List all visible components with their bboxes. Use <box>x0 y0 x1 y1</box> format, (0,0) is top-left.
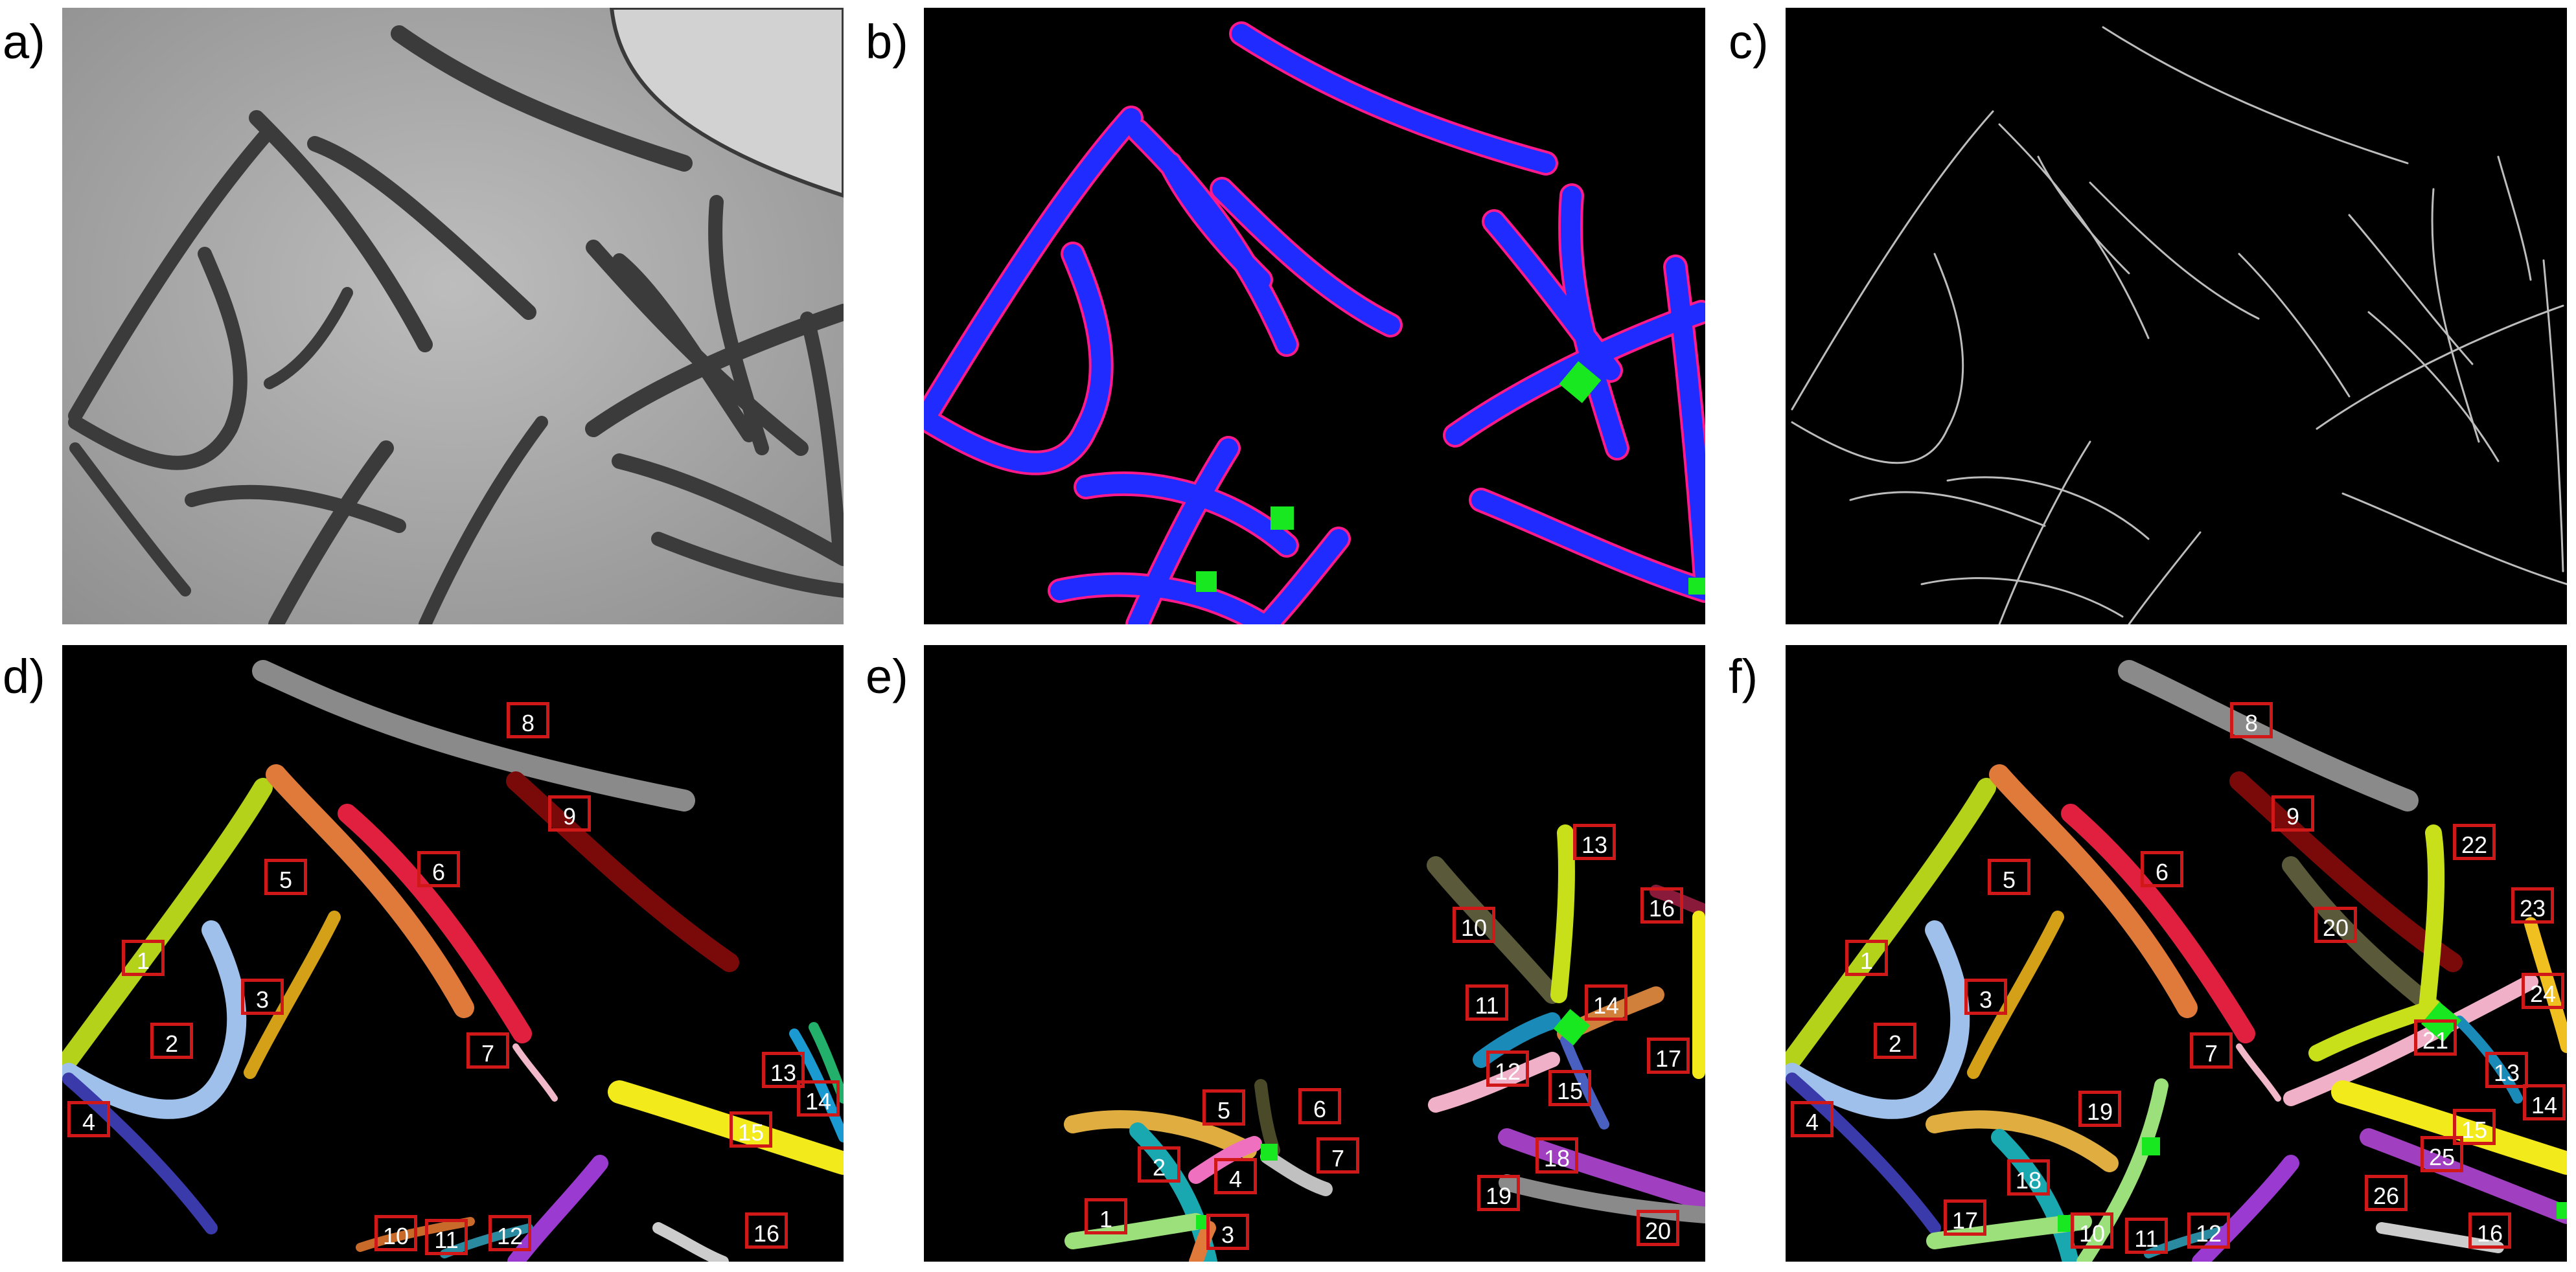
worm-label: 12 <box>2187 1212 2230 1249</box>
panel-f-final-instances: 1 2 3 4 5 6 7 8 9 10 11 12 13 14 15 16 1… <box>1786 645 2567 1262</box>
skeleton-lines <box>1786 8 2567 624</box>
worm-label: 9 <box>548 795 591 832</box>
worm-label: 21 <box>2414 1019 2457 1056</box>
worm-label: 10 <box>1453 907 1495 943</box>
instance-worms-e <box>924 645 1705 1262</box>
worm-label: 18 <box>2007 1159 2050 1196</box>
worm-label: 17 <box>1647 1038 1690 1074</box>
worm-label: 8 <box>2230 702 2273 738</box>
worm-label: 11 <box>425 1219 468 1255</box>
worm-label: 5 <box>264 859 307 895</box>
worm-label: 15 <box>1548 1070 1591 1106</box>
worm-label: 16 <box>2468 1212 2511 1249</box>
worm-label: 6 <box>1298 1088 1341 1124</box>
worm-label: 4 <box>1214 1158 1257 1194</box>
worm-label: 19 <box>1477 1175 1520 1211</box>
worm-label: 7 <box>2190 1032 2233 1069</box>
panel-c-skeleton <box>1786 8 2567 624</box>
worm-label: 16 <box>745 1212 788 1249</box>
worm-label: 7 <box>1317 1137 1359 1174</box>
worm-label: 12 <box>1486 1051 1529 1087</box>
worm-label: 16 <box>1640 887 1683 924</box>
worm-label: 3 <box>1964 979 2007 1015</box>
worm-label: 14 <box>797 1080 840 1117</box>
worm-label: 8 <box>507 702 549 738</box>
worm-label: 4 <box>67 1101 110 1137</box>
panel-d-instance-segmentation: 1 2 3 4 5 6 7 8 9 10 11 12 13 14 15 16 <box>62 645 844 1262</box>
panel-letter-d: d) <box>3 653 45 701</box>
worm-label: 9 <box>2271 795 2314 832</box>
worm-label: 2 <box>1138 1146 1180 1183</box>
worm-label: 14 <box>2523 1084 2566 1120</box>
worm-label: 2 <box>1874 1023 1916 1059</box>
worm-label: 20 <box>2314 907 2357 943</box>
instance-worms-d <box>62 645 844 1262</box>
worm-label: 26 <box>2365 1175 2408 1211</box>
worm-label: 5 <box>1988 859 2030 895</box>
worm-label: 14 <box>1585 984 1627 1021</box>
worm-label: 19 <box>2078 1091 2121 1127</box>
worm-label: 22 <box>2453 824 2496 860</box>
worm-label: 24 <box>2522 973 2564 1009</box>
worm-label: 6 <box>2141 851 2183 887</box>
panel-letter-e: e) <box>866 653 908 701</box>
panel-letter-c: c) <box>1729 18 1769 66</box>
worm-label: 12 <box>489 1215 531 1251</box>
worm-label: 13 <box>2485 1052 2528 1088</box>
panel-letter-a: a) <box>3 18 45 66</box>
worm-label: 1 <box>122 940 165 976</box>
worm-label: 10 <box>2071 1212 2113 1249</box>
mask-worms <box>924 8 1705 624</box>
worm-label: 23 <box>2511 887 2554 924</box>
worm-label: 3 <box>1206 1214 1249 1250</box>
worm-label: 11 <box>2125 1218 2168 1254</box>
microscopy-worms <box>62 8 844 624</box>
worm-label: 25 <box>2421 1136 2463 1172</box>
worm-label: 7 <box>466 1032 509 1069</box>
worm-label: 15 <box>730 1111 772 1148</box>
panel-e-overlap-segments: 1 2 3 4 5 6 7 10 11 12 13 14 15 16 17 18… <box>924 645 1705 1262</box>
worm-label: 13 <box>1573 824 1616 860</box>
worm-label: 6 <box>417 851 460 887</box>
panel-b-segmentation-mask <box>924 8 1705 624</box>
worm-label: 5 <box>1202 1089 1245 1126</box>
worm-label: 17 <box>1944 1199 1986 1236</box>
panel-letter-f: f) <box>1729 653 1758 701</box>
worm-label: 1 <box>1085 1198 1127 1234</box>
worm-label: 10 <box>374 1215 417 1251</box>
worm-label: 1 <box>1845 940 1888 976</box>
worm-label: 20 <box>1637 1210 1679 1246</box>
panel-letter-b: b) <box>866 18 908 66</box>
worm-label: 18 <box>1535 1137 1578 1174</box>
panel-a-microscopy-image <box>62 8 844 624</box>
worm-label: 2 <box>150 1023 193 1059</box>
worm-label: 11 <box>1466 984 1508 1021</box>
worm-label: 4 <box>1791 1101 1834 1137</box>
worm-label: 3 <box>241 979 284 1015</box>
